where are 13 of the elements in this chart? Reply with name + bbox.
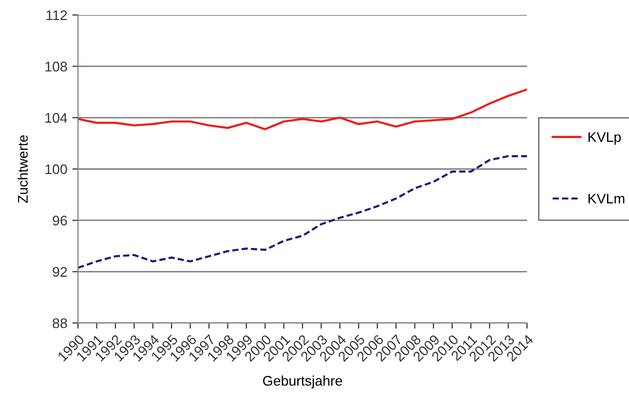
y-tick-label: 100 bbox=[45, 164, 68, 174]
legend-label: KVLm bbox=[588, 194, 624, 204]
y-axis-title: Zuchtwerte bbox=[18, 135, 28, 203]
line-series bbox=[78, 88, 527, 130]
x-axis-title: Geburtsjahre bbox=[263, 376, 342, 388]
y-tick-label: 108 bbox=[45, 62, 67, 72]
y-tick-label: 104 bbox=[45, 113, 68, 123]
y-tick-label: 112 bbox=[46, 10, 67, 20]
y-tick-label: 88 bbox=[52, 318, 67, 328]
legend-label: KVLp bbox=[588, 132, 621, 145]
y-tick-label: 96 bbox=[52, 216, 67, 226]
line-series bbox=[78, 155, 527, 269]
y-tick-label: 92 bbox=[52, 267, 67, 277]
